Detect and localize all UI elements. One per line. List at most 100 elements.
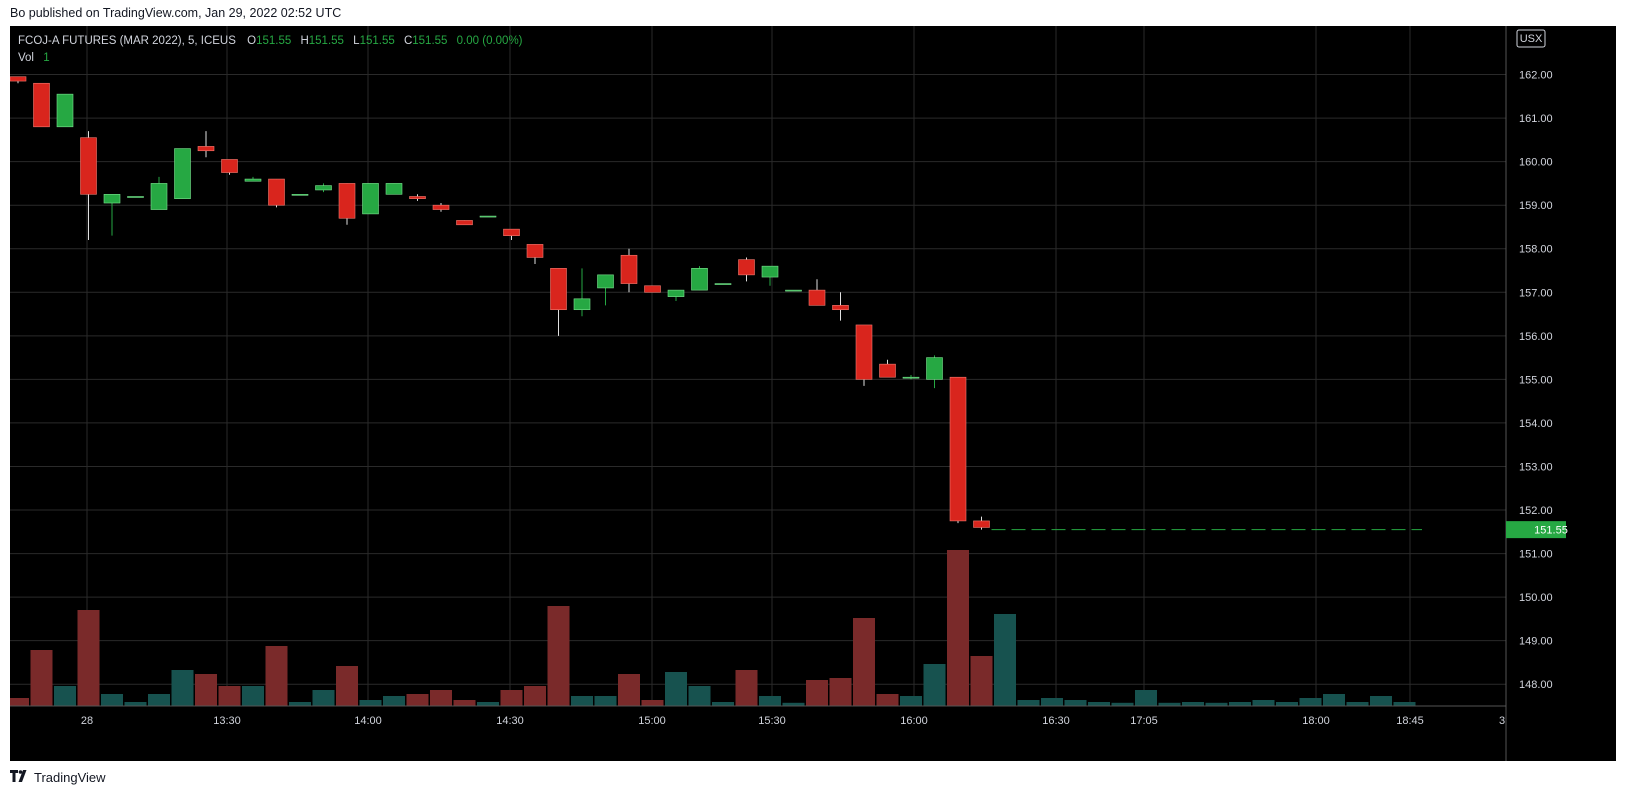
volume-bar — [265, 646, 288, 706]
candle — [150, 176, 168, 210]
candle-body — [291, 194, 309, 196]
tradingview-logo-icon — [10, 770, 30, 785]
candle-body — [409, 196, 426, 199]
candle — [197, 131, 215, 158]
candle — [432, 203, 450, 212]
candle — [479, 215, 497, 218]
candle — [33, 82, 50, 128]
candle — [691, 266, 708, 291]
price-axis[interactable]: 148.00 149.00 150.00 151.00 152.00 153.00 154.… — [1519, 70, 1553, 692]
volume-bar — [1064, 700, 1087, 706]
price-tick-label: 156.00 — [1519, 331, 1553, 343]
close-label: C — [404, 35, 412, 47]
candle — [644, 285, 661, 293]
candle — [362, 183, 379, 215]
volume-bar — [477, 702, 499, 706]
price-tick-label: 150.00 — [1519, 592, 1553, 604]
price-chart[interactable]: 148.00 149.00 150.00 151.00 152.00 153.00 154.… — [10, 26, 1616, 761]
time-axis[interactable]: 28 13:30 14:00 14:30 15:00 15:30 16:00 16:30 17:… — [81, 715, 1505, 727]
candle — [808, 279, 826, 306]
candle-body — [338, 183, 356, 219]
volume-bar — [336, 666, 358, 706]
volume-bar — [641, 700, 664, 706]
volume-bar — [1158, 702, 1181, 706]
candle — [879, 359, 896, 378]
candle-body — [926, 357, 943, 380]
candle — [902, 375, 920, 380]
candle-body — [80, 137, 97, 195]
volume-bar — [218, 686, 241, 706]
candlesticks — [10, 76, 990, 530]
volume-bar — [1346, 702, 1369, 706]
candle — [738, 257, 755, 282]
candle — [385, 183, 403, 195]
volume-bar — [383, 696, 405, 706]
time-tick-label: 16:00 — [900, 715, 928, 727]
candle-body — [738, 259, 755, 276]
volume-bar — [571, 696, 593, 706]
volume-bar — [970, 656, 993, 706]
time-tick-label: 13:30 — [213, 715, 241, 727]
candle-body — [644, 285, 661, 293]
time-tick-label: 16:30 — [1042, 715, 1070, 727]
candle-body — [432, 204, 450, 210]
volume-bar — [1299, 698, 1322, 706]
volume-bar — [759, 696, 781, 706]
candle-body — [244, 178, 262, 182]
candle — [56, 93, 74, 128]
volume-bar — [688, 686, 711, 706]
candle-body — [973, 520, 990, 528]
volume-bar — [994, 614, 1016, 706]
low-value: 151.55 — [360, 35, 395, 47]
price-tick-label: 148.00 — [1519, 679, 1553, 691]
candle — [291, 194, 309, 196]
currency-badge[interactable]: USX — [1516, 29, 1546, 48]
volume-bar — [77, 610, 100, 706]
candle — [832, 292, 849, 321]
price-tick-label: 159.00 — [1519, 200, 1553, 212]
price-tick-label: 153.00 — [1519, 461, 1553, 473]
time-tick-label: 17:05 — [1130, 715, 1158, 727]
volume-bar — [1182, 702, 1204, 706]
volume-bar — [406, 694, 429, 706]
chart-legend: FCOJ-A FUTURES (MAR 2022), 5, ICEUS O151… — [18, 35, 523, 64]
candle — [667, 289, 685, 301]
candle-body — [573, 298, 591, 311]
volume-bar — [171, 670, 194, 706]
candle-body — [10, 76, 27, 82]
time-tick-label: 18:45 — [1396, 715, 1424, 727]
price-tick-label: 161.00 — [1519, 113, 1553, 125]
candle-body — [667, 289, 685, 297]
price-tick-label: 157.00 — [1519, 287, 1553, 299]
candle-body — [197, 146, 215, 152]
volume-bar — [594, 696, 617, 706]
volume-bar — [1276, 702, 1298, 706]
volume-bar — [124, 702, 147, 706]
volume-bar — [453, 700, 476, 706]
candle-body — [385, 183, 403, 195]
candle-body — [855, 324, 873, 380]
candle — [268, 178, 285, 208]
candle — [103, 194, 121, 236]
candle — [315, 183, 332, 193]
price-tick-label: 155.00 — [1519, 374, 1553, 386]
candle-body — [127, 196, 144, 198]
candle — [174, 148, 191, 199]
volume-bar — [900, 696, 922, 706]
candle — [973, 516, 990, 530]
volume-bar — [1323, 694, 1345, 706]
close-value: 151.55 — [412, 35, 447, 47]
candle — [338, 183, 356, 225]
tradingview-brand[interactable]: TradingView — [10, 770, 106, 785]
candle-body — [150, 183, 168, 210]
volume-bar — [54, 686, 76, 706]
candle — [597, 274, 614, 306]
candle — [456, 220, 473, 226]
currency-label: USX — [1520, 33, 1543, 45]
time-tick-label: 28 — [81, 715, 93, 727]
candle-body — [56, 93, 74, 128]
high-value: 151.55 — [309, 35, 344, 47]
candle-body — [268, 178, 285, 206]
volume-bar — [829, 678, 852, 706]
candle-body — [221, 159, 238, 173]
